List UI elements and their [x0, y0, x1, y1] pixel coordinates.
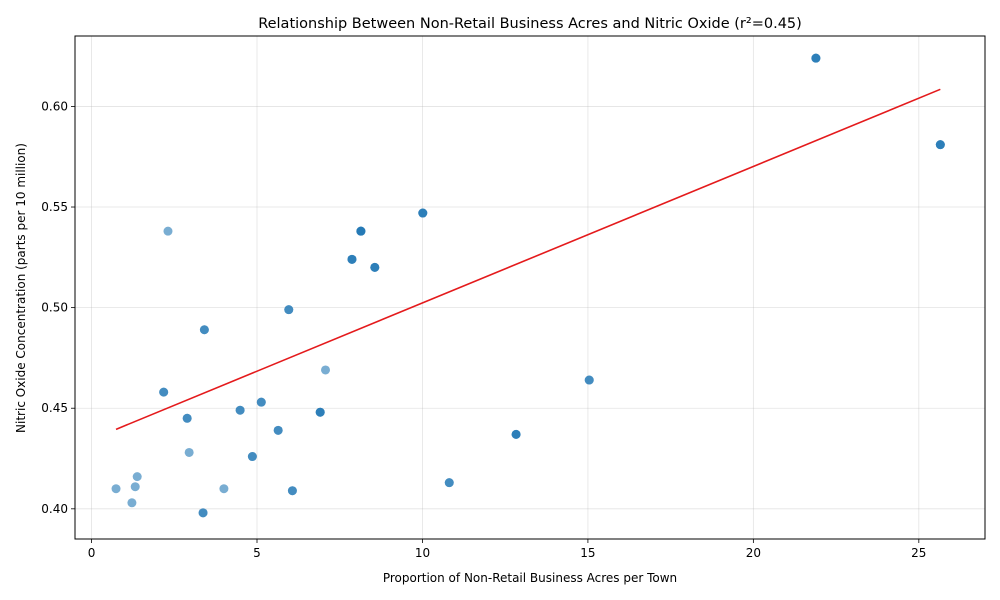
- data-point: [163, 226, 173, 236]
- data-point: [511, 429, 521, 439]
- data-point: [256, 397, 266, 407]
- data-points: [111, 53, 945, 518]
- data-point: [182, 413, 192, 423]
- chart-title: Relationship Between Non-Retail Business…: [258, 16, 802, 32]
- data-point: [130, 482, 140, 492]
- data-point: [584, 375, 594, 385]
- data-point: [320, 365, 330, 375]
- x-axis-ticks: 0 5 10 15 20 25: [88, 539, 926, 560]
- data-point: [811, 53, 821, 63]
- x-tick-label: 0: [88, 546, 96, 560]
- y-tick-label: 0.40: [41, 502, 68, 516]
- data-point: [444, 478, 454, 488]
- x-tick-label: 15: [580, 546, 595, 560]
- data-point: [184, 447, 194, 457]
- y-axis-ticks: 0.40 0.45 0.50 0.55 0.60: [41, 99, 75, 516]
- data-point: [356, 226, 366, 236]
- data-point: [273, 425, 283, 435]
- data-point: [418, 208, 428, 218]
- data-point: [235, 405, 245, 415]
- data-point: [370, 262, 380, 272]
- data-point: [132, 472, 142, 482]
- data-point: [284, 305, 294, 315]
- y-tick-label: 0.50: [41, 301, 68, 315]
- data-point: [111, 484, 121, 494]
- y-tick-label: 0.60: [41, 99, 68, 113]
- data-point: [347, 254, 357, 264]
- y-tick-label: 0.55: [41, 200, 68, 214]
- data-point: [247, 452, 257, 462]
- y-tick-label: 0.45: [41, 401, 68, 415]
- x-tick-label: 20: [746, 546, 761, 560]
- data-point: [198, 508, 208, 518]
- gridlines: [75, 36, 985, 539]
- y-axis-label: Nitric Oxide Concentration (parts per 10…: [14, 143, 28, 433]
- data-point: [199, 325, 209, 335]
- data-point: [127, 498, 137, 508]
- x-tick-label: 5: [253, 546, 261, 560]
- data-point: [935, 140, 945, 150]
- data-point: [219, 484, 229, 494]
- regression-line: [115, 88, 941, 431]
- x-tick-label: 10: [415, 546, 430, 560]
- data-point: [159, 387, 169, 397]
- data-point: [287, 486, 297, 496]
- x-axis-label: Proportion of Non-Retail Business Acres …: [383, 571, 677, 585]
- x-tick-label: 25: [911, 546, 926, 560]
- data-point: [315, 407, 325, 417]
- regression-line-group: [115, 88, 941, 431]
- plot-area-frame: [74, 35, 986, 540]
